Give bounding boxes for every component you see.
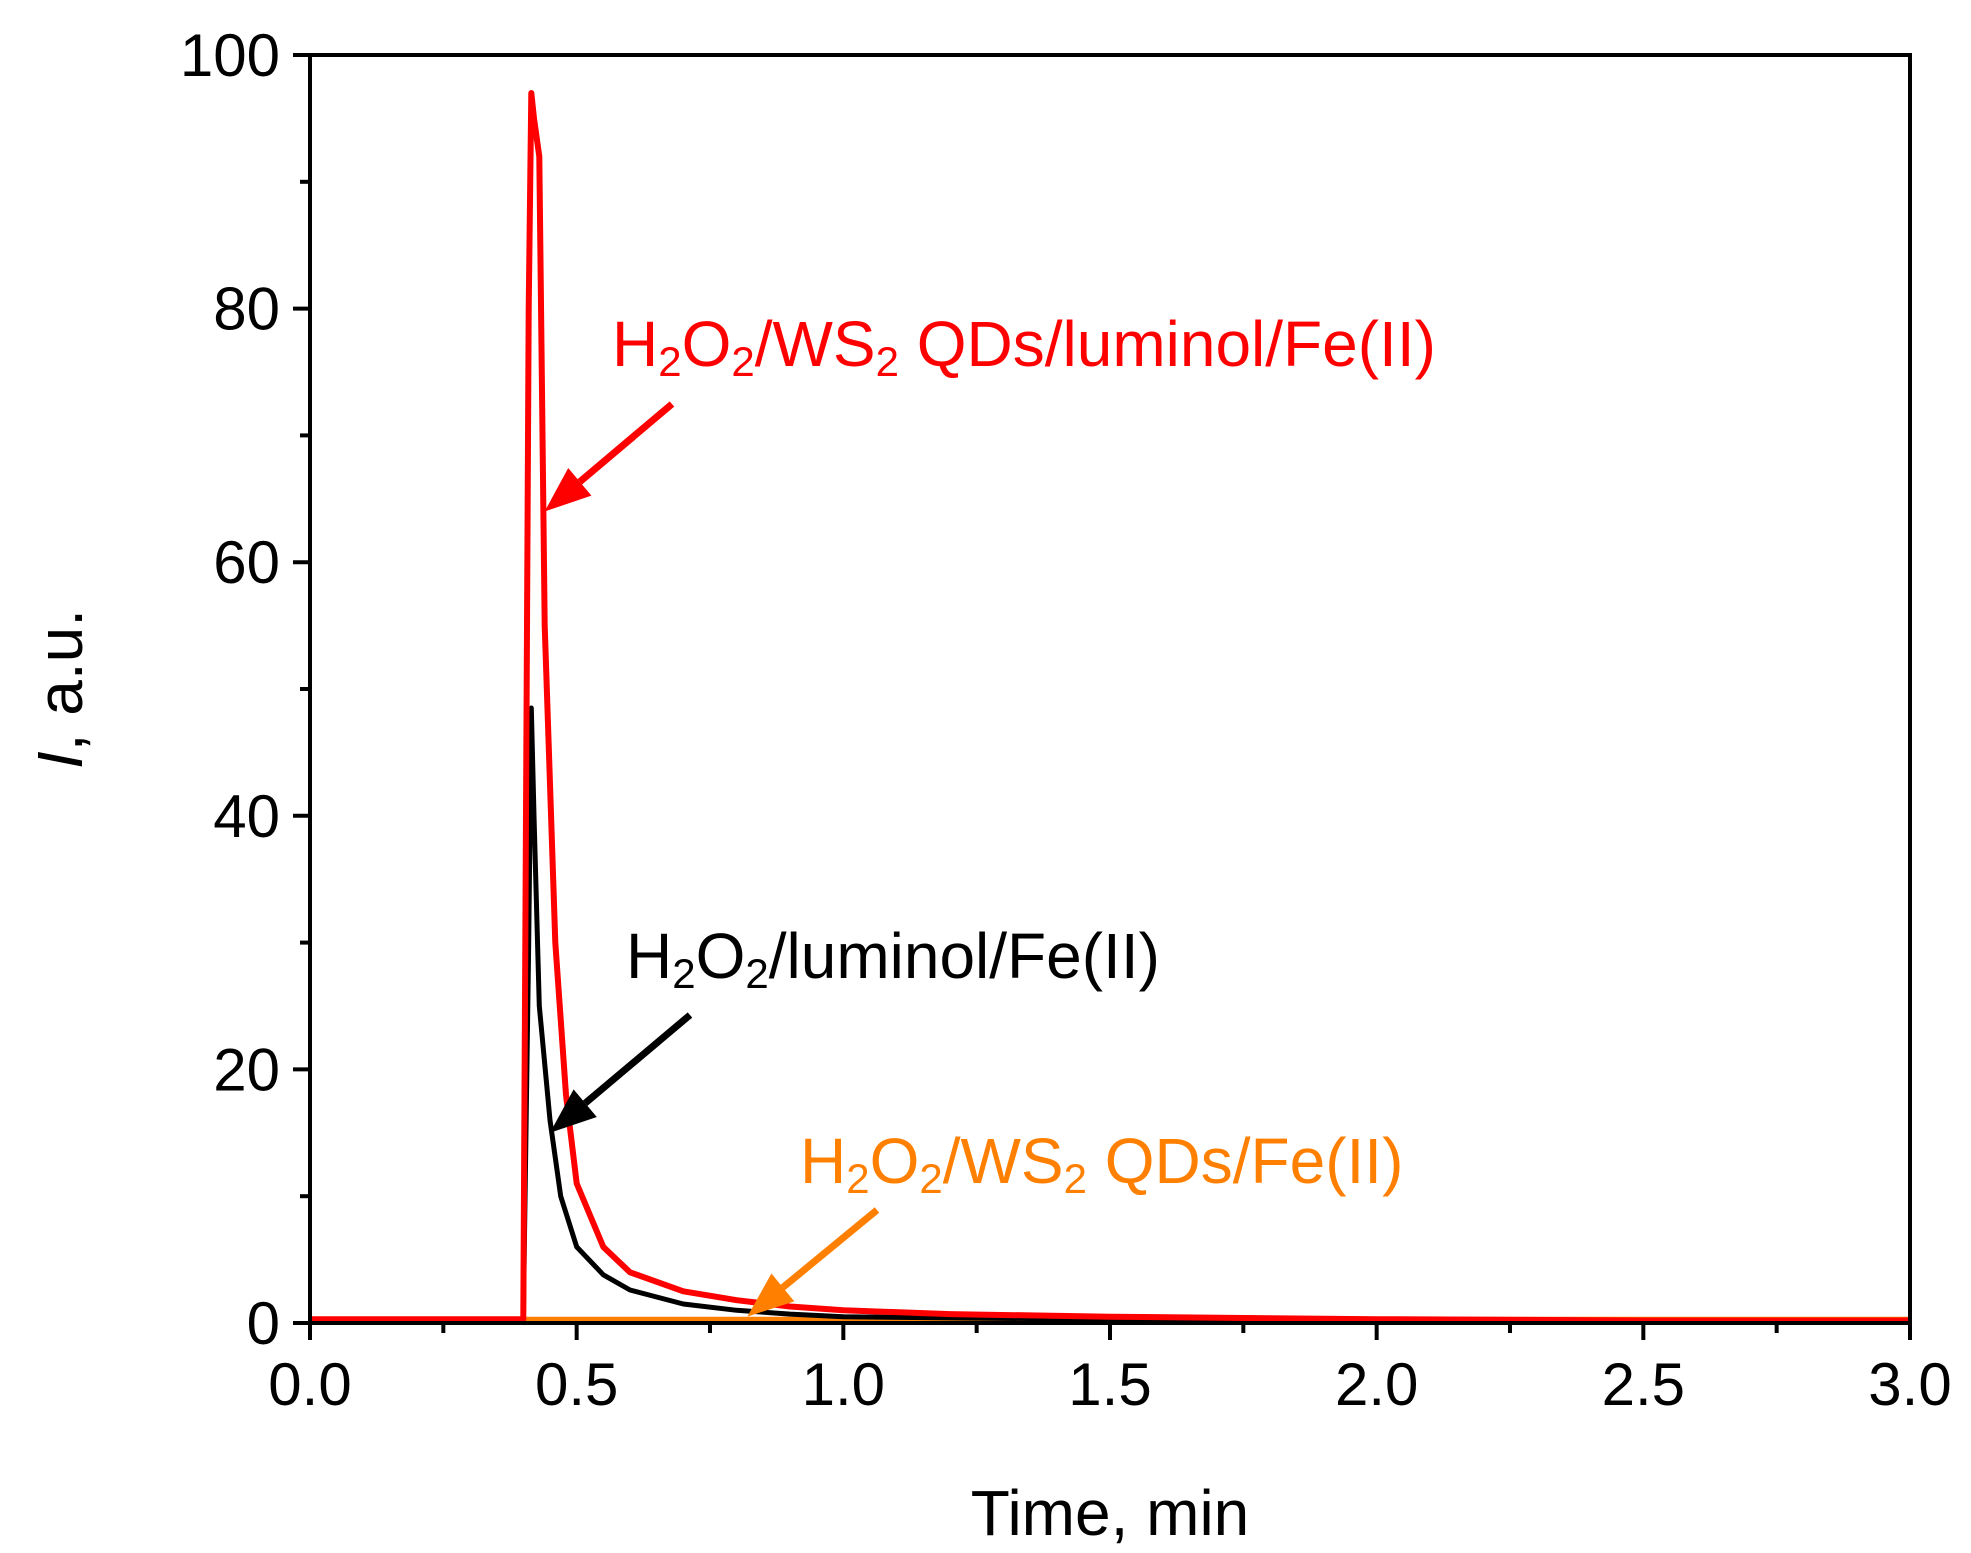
annotation-ws2-qds-luminol: H2O2/WS2 QDs/luminol/Fe(II) bbox=[612, 308, 1436, 385]
annotation-text-part: /WS bbox=[755, 308, 876, 380]
annotation-text-part: 2 bbox=[1064, 1155, 1087, 1202]
arrow-head bbox=[544, 468, 592, 512]
y-tick-label: 60 bbox=[213, 529, 280, 596]
annotation-text-part: 2 bbox=[846, 1155, 869, 1202]
annotation-text-part: 2 bbox=[672, 950, 695, 997]
x-tick-label: 2.5 bbox=[1602, 1351, 1685, 1418]
annotation-text-part: QDs/Fe(II) bbox=[1087, 1125, 1403, 1197]
x-tick-label: 1.5 bbox=[1068, 1351, 1151, 1418]
y-axis-label: I, a.u. bbox=[24, 609, 96, 769]
tick-labels: 0.0 0.5 1.0 1.5 2.0 2.5 3.0 0 20 40 60 80 100 bbox=[180, 22, 1952, 1418]
annotation-text-part: 2 bbox=[658, 338, 681, 385]
arrow-head bbox=[550, 1089, 597, 1133]
annotation-luminol: H2O2/luminol/Fe(II) bbox=[626, 920, 1160, 997]
annotation-text-part: 2 bbox=[731, 338, 754, 385]
y-tick-label: 20 bbox=[213, 1036, 280, 1103]
y-tick-label: 0 bbox=[247, 1290, 280, 1357]
y-tick-label: 100 bbox=[180, 22, 280, 89]
series-layer bbox=[310, 90, 1910, 1323]
y-tick-label: 80 bbox=[213, 276, 280, 343]
y-axis-label-italic: I bbox=[24, 751, 96, 769]
y-axis-label-rest: , a.u. bbox=[24, 609, 96, 751]
annotation-text-part: H bbox=[612, 308, 658, 380]
x-tick-label: 0.0 bbox=[268, 1351, 351, 1418]
annotation-text-part: 2 bbox=[745, 950, 768, 997]
annotation-text-part: 2 bbox=[919, 1155, 942, 1202]
arrow-head bbox=[747, 1273, 795, 1317]
arrow-shaft bbox=[577, 401, 675, 485]
annotation-arrows bbox=[544, 401, 880, 1317]
x-axis-label: Time, min bbox=[971, 1477, 1250, 1549]
annotation-text-part: O bbox=[696, 920, 746, 992]
annotation-text-part: O bbox=[870, 1125, 920, 1197]
x-tick-label: 1.0 bbox=[802, 1351, 885, 1418]
series-line-2 bbox=[310, 90, 1910, 1323]
x-tick-label: 2.0 bbox=[1335, 1351, 1418, 1418]
y-tick-label: 40 bbox=[213, 783, 280, 850]
annotation-text-part: O bbox=[682, 308, 732, 380]
arrow-shaft bbox=[780, 1207, 880, 1291]
annotation-text-part: 2 bbox=[876, 338, 899, 385]
axis-ticks bbox=[293, 53, 1912, 1340]
annotation-text-part: /luminol/Fe(II) bbox=[769, 920, 1160, 992]
annotation-text-part: H bbox=[800, 1125, 846, 1197]
annotation-text-part: QDs/luminol/Fe(II) bbox=[899, 308, 1436, 380]
x-tick-label: 3.0 bbox=[1868, 1351, 1951, 1418]
annotation-text-part: /WS bbox=[943, 1125, 1064, 1197]
x-tick-label: 0.5 bbox=[535, 1351, 618, 1418]
annotation-text-part: H bbox=[626, 920, 672, 992]
annotation-ws2-qds: H2O2/WS2 QDs/Fe(II) bbox=[800, 1125, 1403, 1202]
arrow-shaft bbox=[582, 1012, 693, 1106]
